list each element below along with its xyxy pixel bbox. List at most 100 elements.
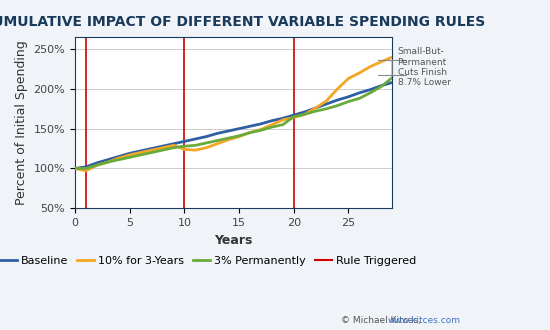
Text: Small-But-
Permanent
Cuts Finish
8.7% Lower: Small-But- Permanent Cuts Finish 8.7% Lo… [398, 47, 450, 87]
Legend: Baseline, 10% for 3-Years, 3% Permanently, Rule Triggered: Baseline, 10% for 3-Years, 3% Permanentl… [0, 251, 421, 270]
X-axis label: Years: Years [214, 234, 253, 247]
3% Permanently [138, 153, 144, 157]
3% Permanently [290, 115, 297, 119]
Baseline [290, 113, 297, 117]
10% for 3-Years [116, 156, 122, 160]
3% Permanently [159, 148, 166, 152]
Baseline [116, 154, 122, 158]
Baseline [148, 147, 155, 150]
Baseline [94, 161, 100, 165]
3% Permanently [356, 96, 362, 100]
3% Permanently [181, 144, 188, 148]
10% for 3-Years [367, 65, 373, 69]
10% for 3-Years [104, 160, 111, 164]
10% for 3-Years [257, 127, 264, 131]
3% Permanently [257, 128, 264, 132]
Baseline [345, 95, 351, 99]
3% Permanently [82, 166, 89, 170]
Baseline [192, 137, 199, 141]
Baseline [323, 102, 330, 106]
Baseline [312, 106, 319, 110]
10% for 3-Years [323, 99, 330, 103]
10% for 3-Years [334, 87, 341, 91]
Baseline [279, 116, 286, 120]
Baseline [301, 110, 308, 114]
3% Permanently [389, 76, 395, 80]
3% Permanently [94, 163, 100, 167]
3% Permanently [367, 91, 373, 95]
Line: Baseline: Baseline [75, 82, 392, 168]
Baseline [225, 129, 232, 133]
Baseline [126, 151, 133, 155]
3% Permanently [126, 155, 133, 159]
Baseline [378, 84, 384, 88]
Line: 10% for 3-Years: 10% for 3-Years [75, 57, 392, 171]
Baseline [247, 124, 254, 128]
10% for 3-Years [279, 118, 286, 122]
3% Permanently [236, 134, 243, 138]
3% Permanently [301, 112, 308, 116]
3% Permanently [203, 141, 210, 145]
Line: 3% Permanently: 3% Permanently [75, 78, 392, 168]
3% Permanently [148, 150, 155, 154]
10% for 3-Years [72, 166, 78, 170]
3% Permanently [170, 146, 177, 150]
Baseline [159, 144, 166, 148]
3% Permanently [247, 131, 254, 135]
Baseline [72, 166, 78, 170]
3% Permanently [279, 123, 286, 127]
10% for 3-Years [378, 60, 384, 64]
3% Permanently [104, 160, 111, 164]
10% for 3-Years [268, 123, 275, 127]
Baseline [214, 131, 221, 135]
Baseline [356, 91, 362, 95]
10% for 3-Years [94, 163, 100, 167]
3% Permanently [345, 100, 351, 104]
10% for 3-Years [148, 148, 155, 152]
3% Permanently [214, 139, 221, 143]
10% for 3-Years [82, 169, 89, 173]
10% for 3-Years [170, 144, 177, 148]
3% Permanently [192, 144, 199, 148]
10% for 3-Years [214, 142, 221, 146]
Baseline [268, 119, 275, 123]
10% for 3-Years [159, 146, 166, 150]
Text: www.kitces.com: www.kitces.com [388, 316, 461, 325]
10% for 3-Years [181, 148, 188, 151]
Baseline [82, 165, 89, 169]
Title: CUMULATIVE IMPACT OF DIFFERENT VARIABLE SPENDING RULES: CUMULATIVE IMPACT OF DIFFERENT VARIABLE … [0, 15, 485, 29]
Baseline [181, 139, 188, 143]
Baseline [104, 158, 111, 162]
10% for 3-Years [312, 106, 319, 110]
10% for 3-Years [236, 135, 243, 139]
Baseline [389, 81, 395, 84]
3% Permanently [378, 84, 384, 88]
10% for 3-Years [138, 150, 144, 154]
10% for 3-Years [225, 138, 232, 142]
10% for 3-Years [126, 153, 133, 157]
3% Permanently [116, 158, 122, 162]
3% Permanently [312, 109, 319, 113]
Text: © Michael Kitces,: © Michael Kitces, [341, 316, 424, 325]
10% for 3-Years [389, 55, 395, 59]
3% Permanently [225, 136, 232, 140]
10% for 3-Years [247, 131, 254, 135]
Baseline [367, 88, 373, 92]
10% for 3-Years [356, 71, 362, 75]
10% for 3-Years [192, 148, 199, 152]
Baseline [334, 98, 341, 102]
Baseline [257, 122, 264, 126]
3% Permanently [323, 107, 330, 111]
3% Permanently [334, 104, 341, 108]
3% Permanently [72, 166, 78, 170]
Baseline [236, 127, 243, 131]
10% for 3-Years [301, 112, 308, 116]
10% for 3-Years [203, 146, 210, 150]
10% for 3-Years [290, 115, 297, 119]
Y-axis label: Percent of Initial Spending: Percent of Initial Spending [15, 40, 28, 205]
Baseline [170, 142, 177, 146]
Baseline [138, 149, 144, 153]
Baseline [203, 135, 210, 139]
3% Permanently [268, 125, 275, 129]
10% for 3-Years [345, 77, 351, 81]
